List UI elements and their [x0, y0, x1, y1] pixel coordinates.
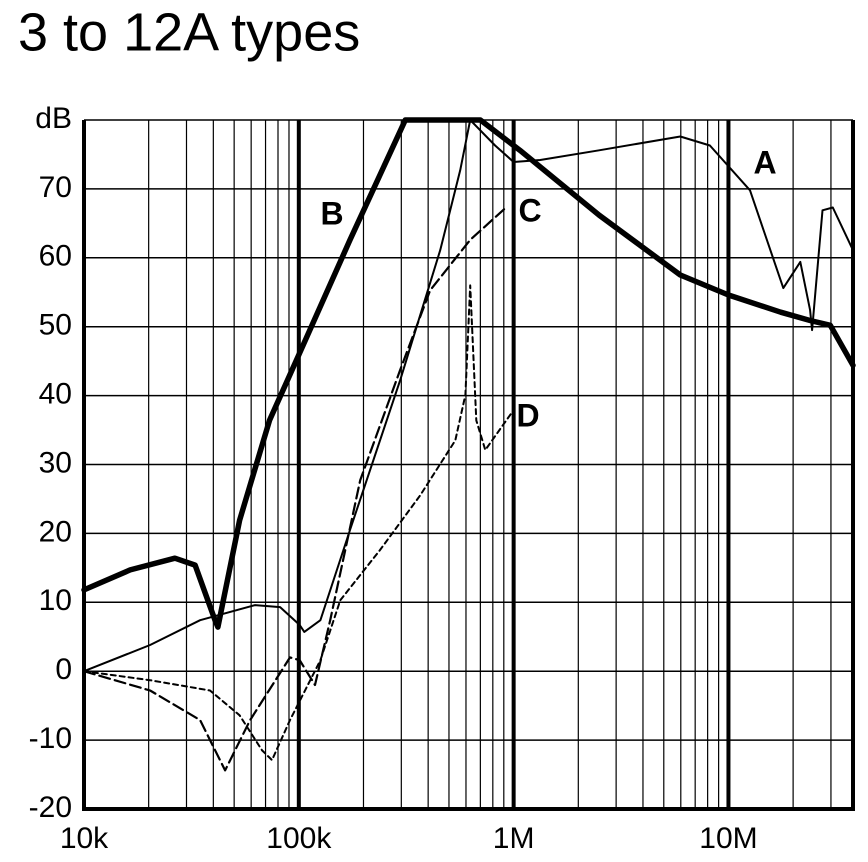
y-tick-label: dB: [35, 102, 72, 135]
series-label: A: [753, 144, 776, 180]
x-tick-label: 10M: [699, 822, 757, 855]
chart-title: 3 to 12A types: [18, 2, 360, 62]
y-tick-label: 40: [39, 378, 72, 411]
series-label: D: [516, 397, 539, 433]
series-line: [83, 119, 854, 673]
y-tick-label: -10: [29, 722, 72, 755]
y-tick-label: -20: [29, 791, 72, 824]
x-tick-label: 100k: [266, 822, 332, 855]
y-tick-label: 0: [55, 653, 72, 686]
series-line: [83, 284, 515, 762]
y-tick-label: 10: [39, 584, 72, 617]
x-tick-label: 10k: [60, 822, 109, 855]
x-tick-label: 1M: [493, 822, 535, 855]
series-label: B: [320, 195, 343, 231]
y-tick-label: 70: [39, 171, 72, 204]
series-line: [82, 207, 507, 772]
series-line: [81, 117, 856, 630]
y-tick-label: 50: [39, 309, 72, 342]
series-label: C: [518, 192, 541, 228]
y-tick-label: 30: [39, 446, 72, 479]
y-tick-label: 60: [39, 240, 72, 273]
y-tick-label: 20: [39, 515, 72, 548]
